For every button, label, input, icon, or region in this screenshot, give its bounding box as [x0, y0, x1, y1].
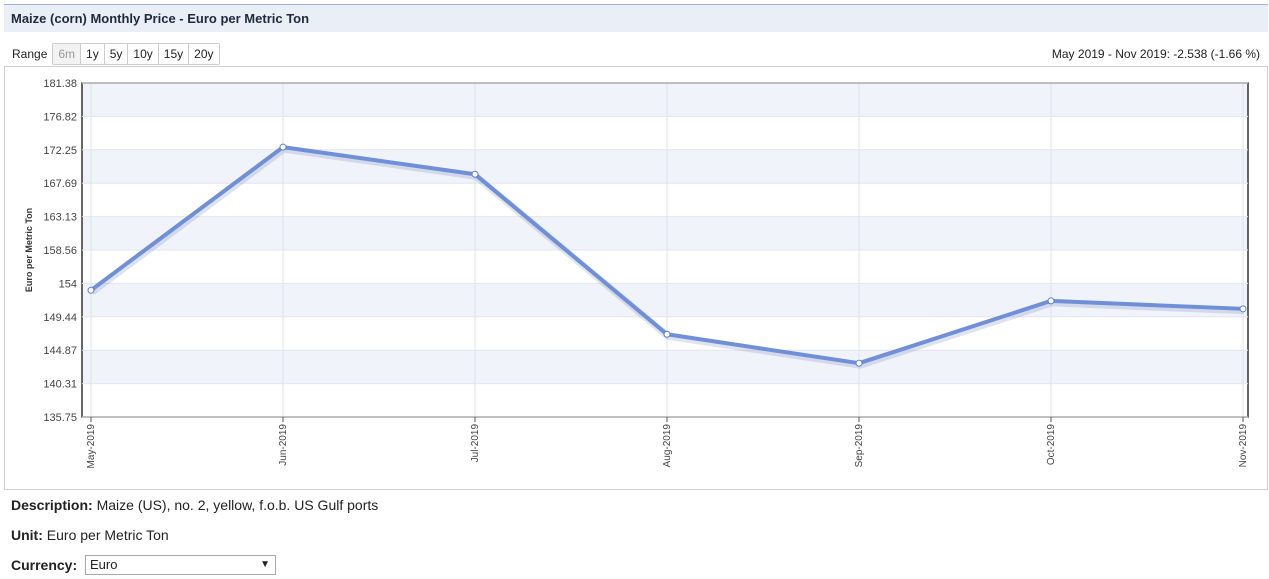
range-5y-button[interactable]: 5y [104, 43, 129, 64]
title-bar: Maize (corn) Monthly Price - Euro per Me… [4, 4, 1268, 32]
y-tick-label: 135.75 [43, 412, 77, 424]
data-point[interactable] [1239, 305, 1247, 313]
description-value: Maize (US), no. 2, yellow, f.o.b. US Gul… [96, 497, 379, 513]
x-tick-label: Aug-2019 [662, 424, 673, 468]
x-tick-label: Sep-2019 [854, 424, 865, 468]
y-tick-label: 163.13 [43, 212, 77, 224]
data-point[interactable] [471, 170, 479, 178]
x-tick-label: Jul-2019 [470, 424, 481, 463]
plot-band [82, 216, 1248, 250]
currency-selected-value: Euro [90, 557, 118, 572]
description-label: Description: [11, 497, 93, 513]
y-tick-label: 154 [59, 278, 77, 290]
unit-value: Euro per Metric Ton [46, 527, 169, 543]
x-tick-label: Oct-2019 [1046, 424, 1057, 466]
range-20y-button[interactable]: 20y [189, 43, 219, 64]
plot-band [82, 83, 1248, 117]
chart-container: 181.38 176.82 172.25 167.69 163.13 158.56 154 1… [4, 66, 1268, 490]
x-tick-label: May-2019 [86, 424, 97, 469]
data-point[interactable] [87, 286, 95, 294]
y-tick-label: 176.82 [43, 111, 77, 123]
y-tick-label: 158.56 [43, 245, 77, 257]
x-axis-ticks: May-2019 Jun-2019 Jul-2019 Aug-2019 Sep-2019… [86, 417, 1249, 468]
description-row: Description: Maize (US), no. 2, yellow, … [11, 497, 378, 513]
plot-band [82, 149, 1248, 184]
y-tick-label: 172.25 [43, 145, 77, 157]
plot-bands [82, 83, 1248, 384]
dropdown-arrow-icon: ▼ [260, 559, 270, 570]
y-tick-label: 149.44 [43, 312, 77, 324]
range-10y-button[interactable]: 10y [128, 43, 159, 64]
x-tick-label: Jun-2019 [278, 424, 289, 466]
range-1y-button[interactable]: 1y [81, 43, 105, 64]
y-axis-label: Euro per Metric Ton [24, 208, 34, 292]
unit-label: Unit: [11, 527, 43, 543]
plot-band [82, 350, 1248, 384]
data-point[interactable] [279, 143, 287, 151]
y-tick-label: 140.31 [43, 379, 77, 391]
data-point[interactable] [663, 330, 671, 338]
currency-row: Currency: [11, 557, 77, 573]
price-line-chart: 181.38 176.82 172.25 167.69 163.13 158.56 154 1… [24, 78, 1249, 468]
data-point[interactable] [1047, 297, 1055, 305]
range-button-group: 6m 1y 5y 10y 15y 20y [52, 42, 220, 65]
change-summary: May 2019 - Nov 2019: -2.538 (-1.66 %) [1051, 47, 1260, 61]
y-tick-label: 144.87 [43, 345, 77, 357]
unit-row: Unit: Euro per Metric Ton [11, 527, 169, 543]
page-title: Maize (corn) Monthly Price - Euro per Me… [11, 11, 310, 26]
range-15y-button[interactable]: 15y [158, 43, 190, 64]
currency-label: Currency: [11, 557, 78, 573]
range-label: Range [12, 46, 48, 61]
x-tick-label: Nov-2019 [1238, 424, 1249, 468]
range-selector: Range 6m 1y 5y 10y 15y 20y [12, 42, 220, 65]
currency-select[interactable]: Euro ▼ [85, 555, 276, 575]
y-tick-label: 181.38 [43, 78, 77, 90]
range-6m-button[interactable]: 6m [53, 43, 82, 64]
series-group [87, 143, 1247, 369]
y-tick-label: 167.69 [43, 178, 77, 190]
data-point[interactable] [855, 359, 863, 367]
